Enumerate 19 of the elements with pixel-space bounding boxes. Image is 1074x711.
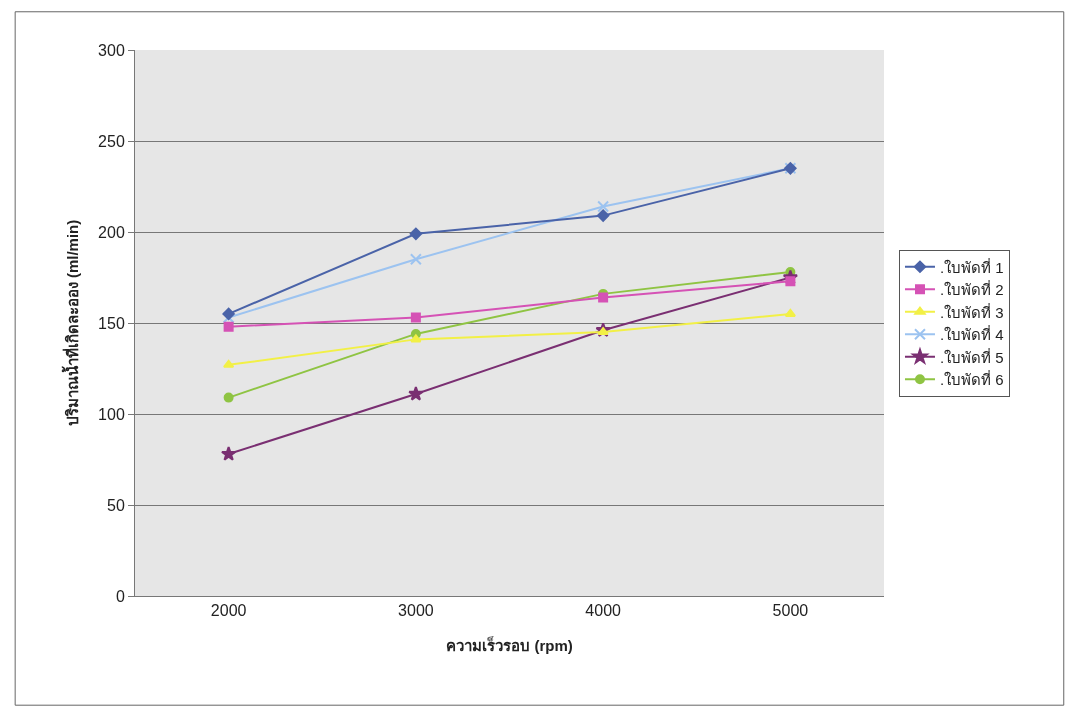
- y-tick-label: 200: [98, 223, 125, 241]
- legend-label: .ใบพัดที่ 4: [939, 324, 1004, 344]
- x-tick-label: 3000: [398, 602, 434, 620]
- x-tick-label: 2000: [210, 602, 247, 620]
- legend-label: .ใบพัดที่ 3: [939, 301, 1004, 321]
- legend-label: .ใบพัดที่ 2: [939, 279, 1004, 299]
- legend-label: .ใบพัดที่ 6: [939, 369, 1004, 389]
- y-tick-label: 150: [98, 314, 125, 332]
- y-tick-label: 300: [98, 41, 125, 59]
- legend-label: .ใบพัดที่ 5: [939, 346, 1004, 366]
- y-tick-label: 250: [98, 132, 125, 150]
- legend-label: .ใบพัดที่ 1: [939, 256, 1004, 276]
- y-tick-label: 0: [115, 587, 125, 605]
- x-tick-label: 4000: [585, 602, 622, 620]
- x-tick-label: 5000: [772, 602, 809, 620]
- y-tick-label: 50: [107, 496, 125, 514]
- y-tick-label: 100: [98, 405, 125, 423]
- y-axis-title: ปริมาณน้ำที่เกิดละออง (ml/min): [61, 219, 82, 427]
- x-axis-title: ความเร็วรอบ (rpm): [446, 636, 573, 654]
